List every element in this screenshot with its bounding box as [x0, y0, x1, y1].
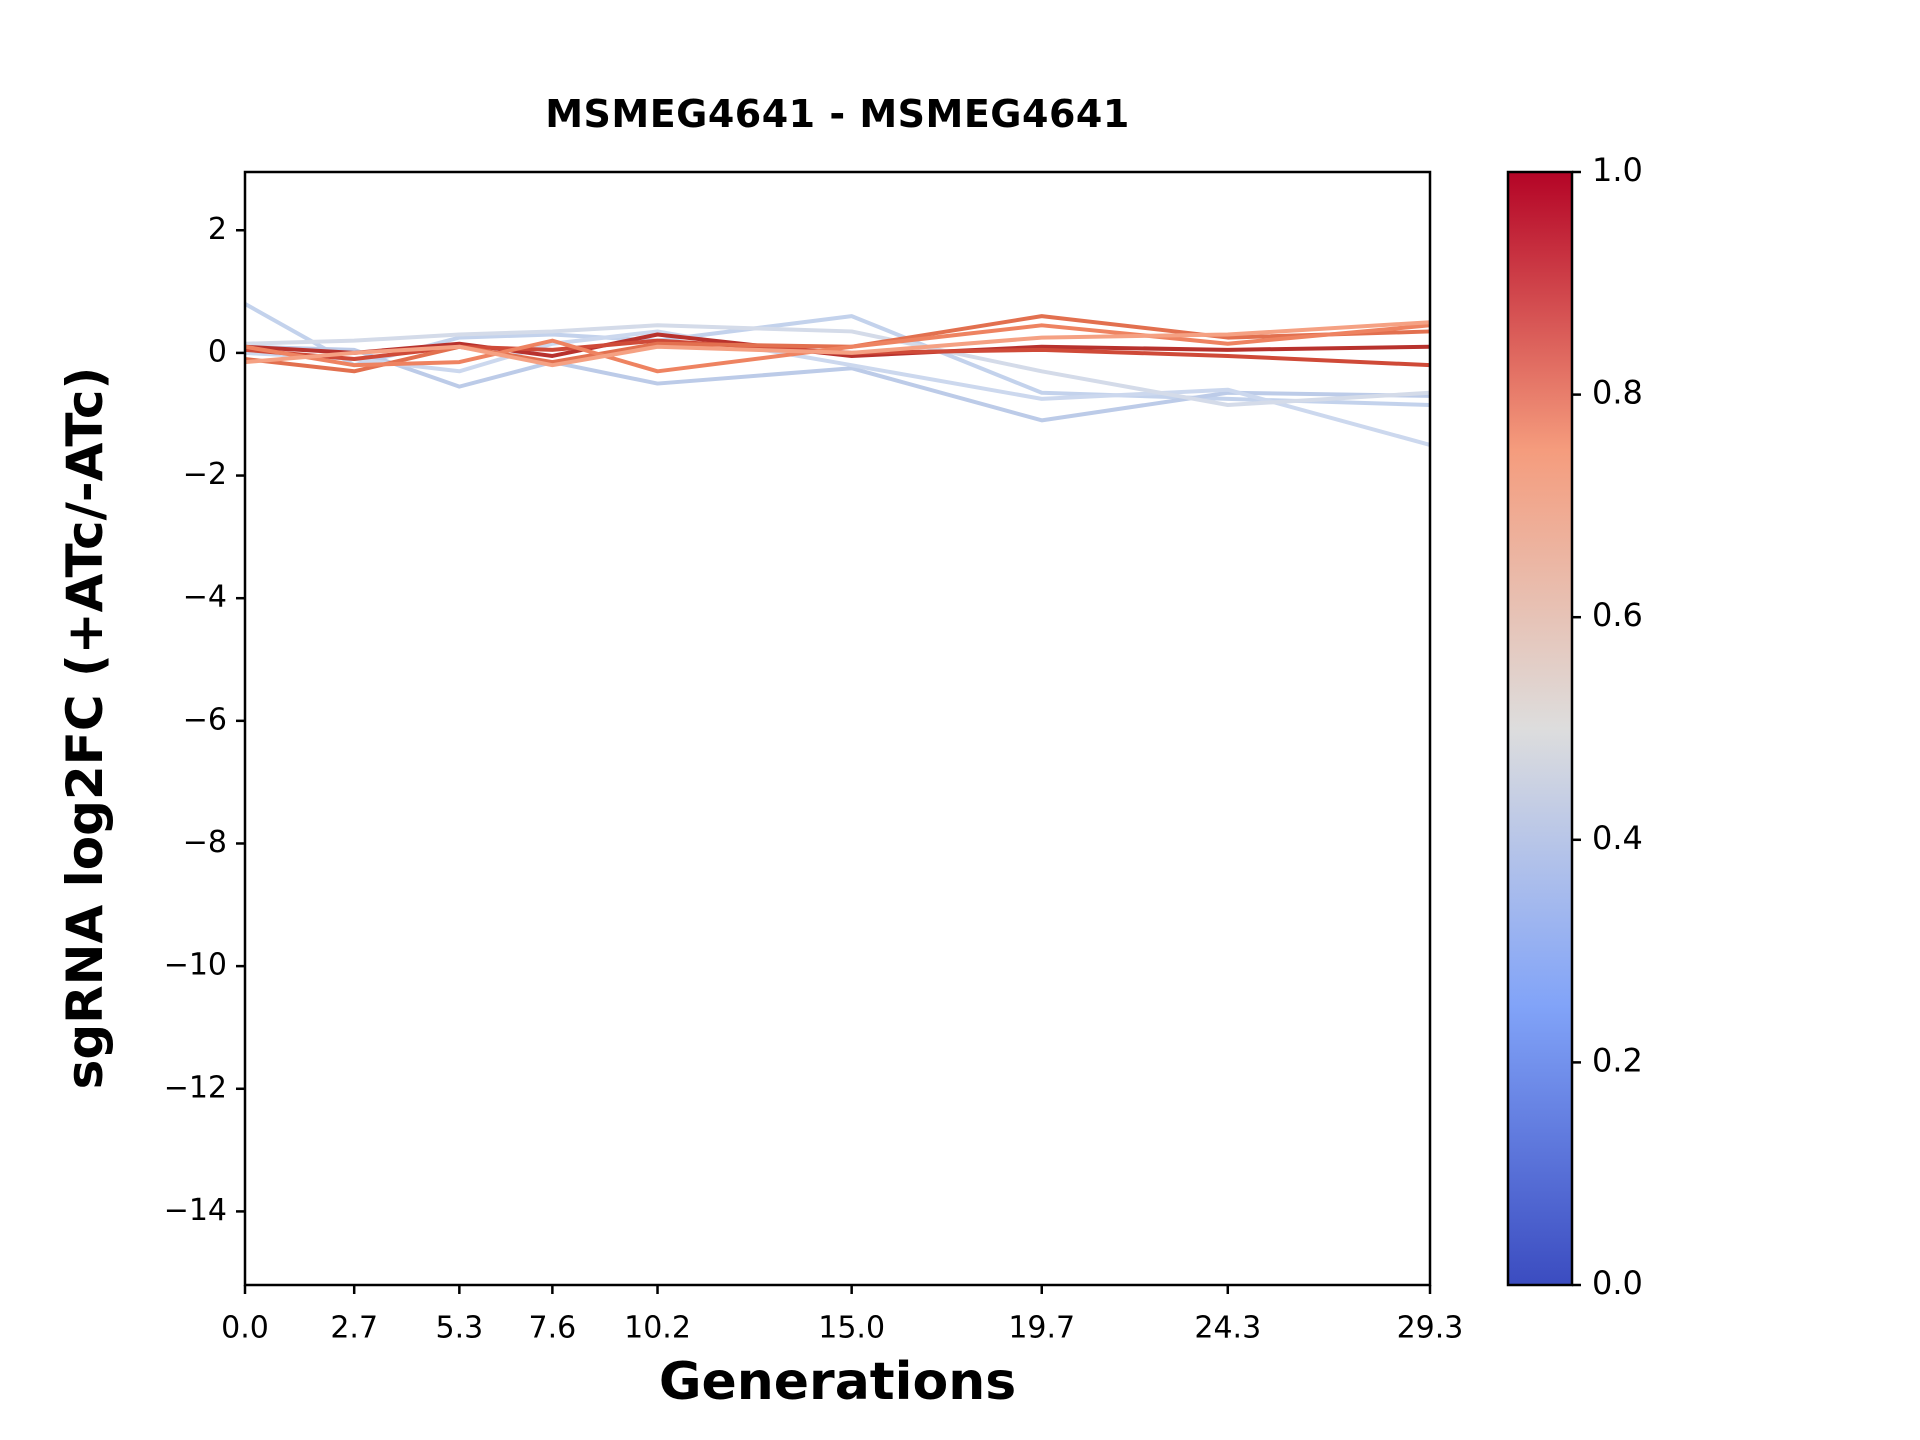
x-tick-label: 15.0: [818, 1311, 885, 1346]
y-tick-label: −2: [183, 457, 227, 492]
colorbar-tick-label: 0.2: [1592, 1041, 1643, 1079]
y-tick-label: 2: [208, 212, 227, 247]
series-line: [244, 323, 1431, 374]
x-tick-label: 19.7: [1008, 1311, 1075, 1346]
y-tick-label: −6: [183, 702, 227, 737]
colorbar-frame: [1506, 170, 1574, 1287]
x-tick-label: 7.6: [529, 1311, 577, 1346]
x-tick-label: 2.7: [330, 1311, 378, 1346]
y-tick-label: −10: [164, 948, 227, 983]
colorbar-tick-label: 1.0: [1592, 151, 1643, 189]
colorbar-tick-label: 0.0: [1592, 1264, 1643, 1302]
x-tick-label: 0.0: [221, 1311, 269, 1346]
colorbar: [1508, 172, 1572, 1285]
y-tick-label: −12: [164, 1070, 227, 1105]
y-tick-label: −14: [164, 1193, 227, 1228]
axes-frame: [243, 170, 1432, 1287]
y-axis-ticks: [236, 229, 245, 1213]
colorbar-tick-label: 0.8: [1592, 374, 1643, 412]
y-tick-label: 0: [208, 334, 227, 369]
colorbar-tick-label: 0.4: [1592, 819, 1643, 857]
series-line: [244, 338, 1431, 368]
series-group: [244, 302, 1431, 447]
x-tick-label: 5.3: [435, 1311, 483, 1346]
x-tick-label: 29.3: [1397, 1311, 1464, 1346]
x-tick-label: 24.3: [1194, 1311, 1261, 1346]
series-line: [244, 320, 1431, 368]
colorbar-tick-label: 0.6: [1592, 596, 1643, 634]
x-axis-label: Generations: [658, 1352, 1017, 1412]
series-line: [244, 323, 1431, 408]
y-tick-label: −4: [183, 580, 227, 615]
chart-title: MSMEG4641 - MSMEG4641: [545, 92, 1130, 136]
x-tick-label: 10.2: [624, 1311, 691, 1346]
colorbar-ticks: [1572, 170, 1581, 1287]
x-axis-ticks: [243, 1285, 1432, 1294]
y-tick-label: −8: [183, 825, 227, 860]
